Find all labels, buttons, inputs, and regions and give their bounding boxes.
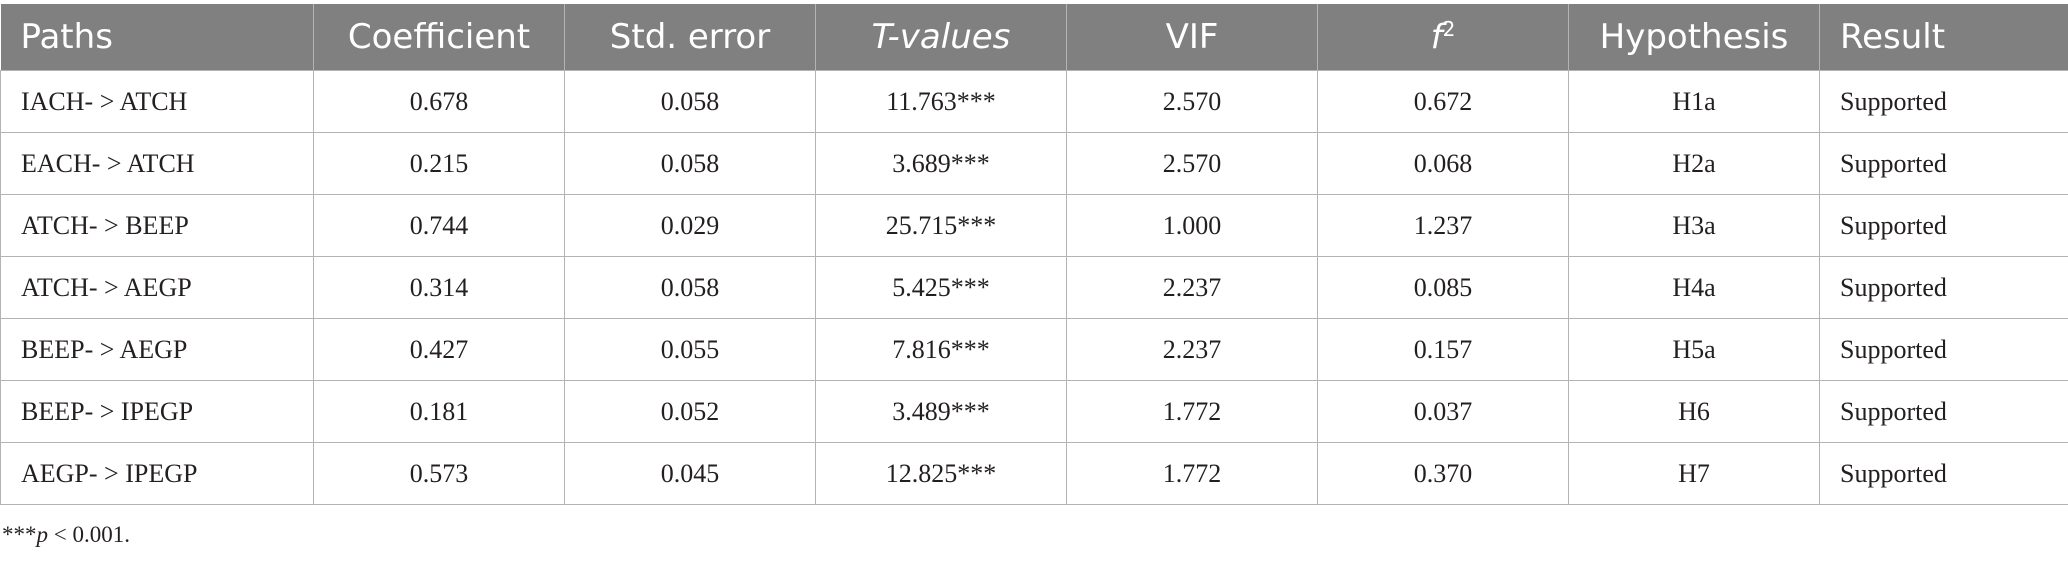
cell-vif: 2.570: [1066, 132, 1318, 195]
cell-f2: 0.037: [1317, 380, 1569, 443]
cell-f2: 1.237: [1317, 194, 1569, 257]
cell-t-value: 12.825***: [815, 442, 1067, 505]
cell-hypothesis: H7: [1568, 442, 1820, 505]
table-row: ATCH- > BEEP 0.744 0.029 25.715*** 1.000 1.23…: [0, 194, 2068, 257]
header-row: Paths Coefficient Std. error T-values VI…: [0, 4, 2068, 71]
cell-t-value: 3.489***: [815, 380, 1067, 443]
header-coefficient: Coefficient: [313, 4, 565, 71]
cell-hypothesis: H3a: [1568, 194, 1820, 257]
table-row: IACH- > ATCH 0.678 0.058 11.763*** 2.570 0.67…: [0, 70, 2068, 133]
cell-path: IACH- > ATCH: [0, 70, 314, 133]
header-t-values: T-values: [815, 4, 1067, 71]
footnote-p: p: [36, 522, 49, 547]
cell-result: Supported: [1819, 380, 2068, 443]
cell-path: BEEP- > AEGP: [0, 318, 314, 381]
cell-coefficient: 0.181: [313, 380, 565, 443]
cell-t-value: 25.715***: [815, 194, 1067, 257]
cell-std-error: 0.058: [564, 132, 816, 195]
cell-t-value: 7.816***: [815, 318, 1067, 381]
cell-coefficient: 0.314: [313, 256, 565, 319]
cell-std-error: 0.055: [564, 318, 816, 381]
cell-std-error: 0.029: [564, 194, 816, 257]
cell-t-value: 3.689***: [815, 132, 1067, 195]
table-row: BEEP- > AEGP 0.427 0.055 7.816*** 2.237 0.157…: [0, 318, 2068, 381]
cell-coefficient: 0.573: [313, 442, 565, 505]
results-table: Paths Coefficient Std. error T-values VI…: [0, 4, 2068, 505]
cell-hypothesis: H1a: [1568, 70, 1820, 133]
cell-f2: 0.672: [1317, 70, 1569, 133]
cell-f2: 0.085: [1317, 256, 1569, 319]
cell-hypothesis: H4a: [1568, 256, 1820, 319]
header-paths: Paths: [0, 4, 314, 71]
cell-path: ATCH- > AEGP: [0, 256, 314, 319]
cell-vif: 1.000: [1066, 194, 1318, 257]
header-hypothesis: Hypothesis: [1568, 4, 1820, 71]
table-row: BEEP- > IPEGP 0.181 0.052 3.489*** 1.772 0.03…: [0, 380, 2068, 443]
cell-t-value: 5.425***: [815, 256, 1067, 319]
cell-t-value: 11.763***: [815, 70, 1067, 133]
cell-f2: 0.068: [1317, 132, 1569, 195]
cell-path: ATCH- > BEEP: [0, 194, 314, 257]
cell-vif: 2.237: [1066, 256, 1318, 319]
cell-path: EACH- > ATCH: [0, 132, 314, 195]
table-row: EACH- > ATCH 0.215 0.058 3.689*** 2.570 0.068…: [0, 132, 2068, 195]
cell-result: Supported: [1819, 442, 2068, 505]
header-std-error: Std. error: [564, 4, 816, 71]
header-f2-base: f: [1430, 17, 1443, 58]
cell-std-error: 0.058: [564, 256, 816, 319]
cell-vif: 1.772: [1066, 442, 1318, 505]
significance-footnote: ***p < 0.001.: [2, 522, 130, 548]
cell-result: Supported: [1819, 194, 2068, 257]
footnote-stars: ***: [2, 522, 37, 547]
cell-path: BEEP- > IPEGP: [0, 380, 314, 443]
cell-result: Supported: [1819, 318, 2068, 381]
header-f2: f2: [1317, 4, 1569, 71]
cell-vif: 1.772: [1066, 380, 1318, 443]
cell-std-error: 0.052: [564, 380, 816, 443]
cell-vif: 2.570: [1066, 70, 1318, 133]
cell-result: Supported: [1819, 70, 2068, 133]
cell-hypothesis: H2a: [1568, 132, 1820, 195]
cell-result: Supported: [1819, 132, 2068, 195]
cell-std-error: 0.045: [564, 442, 816, 505]
cell-coefficient: 0.215: [313, 132, 565, 195]
cell-hypothesis: H6: [1568, 380, 1820, 443]
cell-hypothesis: H5a: [1568, 318, 1820, 381]
cell-f2: 0.370: [1317, 442, 1569, 505]
header-result: Result: [1819, 4, 2068, 71]
cell-coefficient: 0.678: [313, 70, 565, 133]
table-row: AEGP- > IPEGP 0.573 0.045 12.825*** 1.772 0.3…: [0, 442, 2068, 505]
cell-f2: 0.157: [1317, 318, 1569, 381]
table-row: ATCH- > AEGP 0.314 0.058 5.425*** 2.237 0.085…: [0, 256, 2068, 319]
footnote-rest: < 0.001.: [48, 522, 130, 547]
header-f2-sup: 2: [1442, 16, 1456, 41]
cell-coefficient: 0.744: [313, 194, 565, 257]
header-vif: VIF: [1066, 4, 1318, 71]
cell-path: AEGP- > IPEGP: [0, 442, 314, 505]
cell-result: Supported: [1819, 256, 2068, 319]
cell-coefficient: 0.427: [313, 318, 565, 381]
cell-std-error: 0.058: [564, 70, 816, 133]
cell-vif: 2.237: [1066, 318, 1318, 381]
